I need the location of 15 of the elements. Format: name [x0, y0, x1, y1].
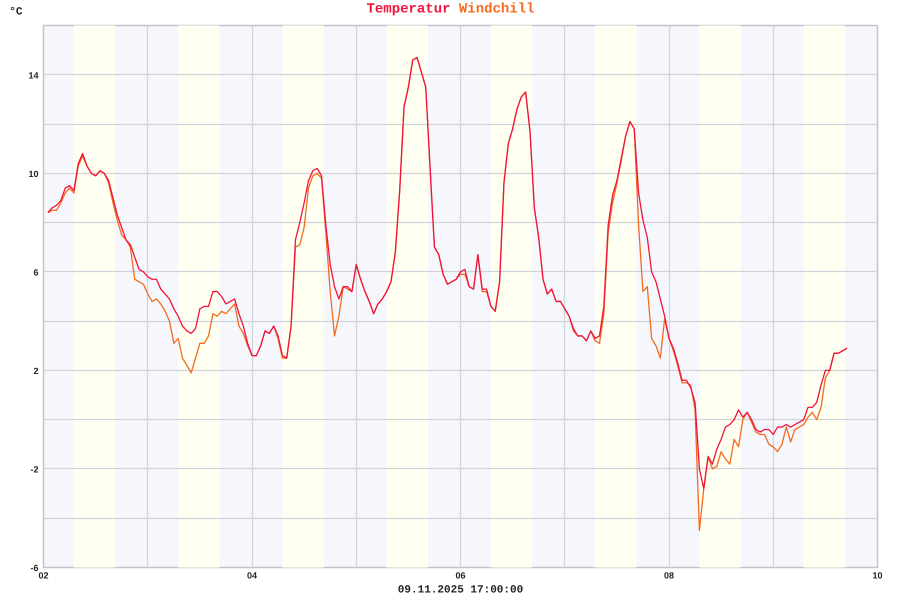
y-tick-label: -6	[30, 563, 39, 573]
y-tick-label: 10	[28, 168, 39, 179]
y-tick-label: -2	[30, 464, 39, 474]
y-tick-label: 6	[33, 267, 39, 278]
x-tick-label: 08	[664, 570, 674, 580]
x-tick-label: 02	[38, 570, 49, 580]
x-tick-label: 10	[872, 570, 883, 580]
y-tick-label: 2	[33, 366, 39, 376]
y-axis-title: °C	[9, 6, 23, 18]
y-tick-label: 14	[28, 70, 39, 80]
text: Temperatur	[366, 2, 451, 18]
x-tick-label: 04	[246, 570, 258, 580]
text: 09.11.2025 17:00:00	[398, 584, 524, 596]
text: Windchill	[458, 2, 535, 18]
x-tick-label: 06	[455, 570, 466, 580]
